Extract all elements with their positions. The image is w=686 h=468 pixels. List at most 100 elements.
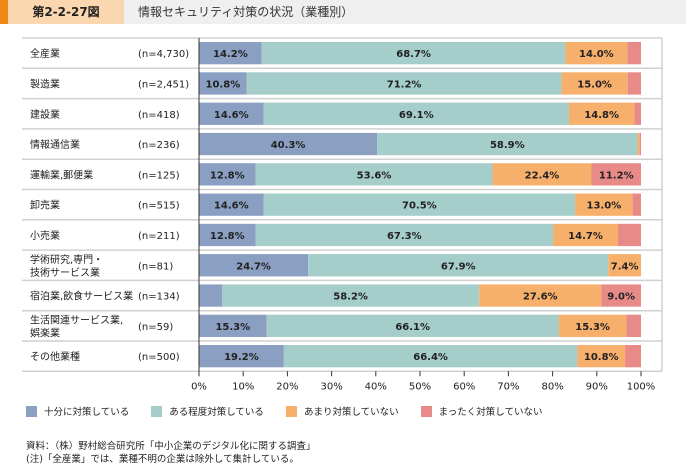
data-label: 15.0% bbox=[577, 79, 612, 90]
sample-size-label: (n=59) bbox=[138, 322, 173, 333]
category-label: その他業種 bbox=[30, 350, 80, 363]
x-tick-label: 50% bbox=[409, 381, 431, 392]
bar-segment-little bbox=[565, 42, 628, 65]
bar-segment-none bbox=[627, 72, 641, 95]
sample-size-label: (n=4,730) bbox=[138, 49, 189, 60]
bar-segment-full bbox=[199, 102, 264, 125]
legend-item-little: あまり対策していない bbox=[285, 404, 399, 418]
data-label: 67.9% bbox=[441, 261, 476, 272]
category-label: 宿泊業,飲食サービス業 bbox=[30, 290, 133, 303]
sample-size-label: (n=515) bbox=[138, 201, 180, 212]
chart-notes: 資料：（株）野村総合研究所「中小企業のデジタル化に関する調査」 (注)「全産業」… bbox=[26, 440, 316, 466]
x-tick-label: 80% bbox=[541, 381, 563, 392]
data-label: 19.2% bbox=[224, 352, 259, 363]
bar-segment-little bbox=[558, 314, 627, 337]
bar-segment-none bbox=[625, 345, 641, 368]
data-label: 68.7% bbox=[396, 49, 431, 60]
sample-size-label: (n=500) bbox=[138, 352, 180, 363]
data-label: 70.5% bbox=[402, 201, 437, 212]
bar-segment-little bbox=[479, 284, 602, 307]
bar-segment-none bbox=[632, 193, 641, 216]
category-label: 小売業 bbox=[30, 229, 60, 242]
data-label: 11.2% bbox=[599, 170, 634, 181]
data-label: 12.8% bbox=[210, 170, 245, 181]
data-label: 14.7% bbox=[568, 231, 603, 242]
legend-swatch bbox=[420, 405, 432, 417]
bar-segment-full bbox=[199, 132, 378, 156]
bar-segment-full bbox=[199, 163, 256, 186]
legend-swatch bbox=[26, 405, 37, 417]
category-label: 技術サービス業 bbox=[30, 266, 100, 279]
data-label: 40.3% bbox=[271, 140, 306, 151]
sample-size-label: (n=211) bbox=[138, 231, 180, 242]
category-label: 製造業 bbox=[30, 77, 60, 90]
data-label: 69.1% bbox=[399, 110, 434, 121]
bar-segment-none bbox=[618, 223, 641, 247]
bar-segment-none bbox=[591, 163, 641, 186]
x-tick-label: 20% bbox=[276, 381, 298, 392]
data-label: 58.2% bbox=[333, 292, 368, 303]
data-label: 7.4% bbox=[611, 261, 639, 272]
bar-segment-full bbox=[199, 193, 264, 216]
bar-segment-none bbox=[601, 284, 641, 307]
bar-segment-none bbox=[626, 314, 641, 337]
bar-segment-some bbox=[283, 345, 578, 368]
data-label: 66.4% bbox=[413, 352, 448, 363]
data-label: 66.1% bbox=[395, 322, 430, 333]
legend-label: あまり対策していない bbox=[303, 407, 399, 418]
data-label: 10.8% bbox=[206, 79, 241, 90]
data-label: 14.6% bbox=[214, 201, 249, 212]
sample-size-label: (n=236) bbox=[138, 140, 180, 151]
category-label: 情報通信業 bbox=[30, 138, 80, 151]
bar-segment-full bbox=[199, 223, 256, 247]
legend-label: ある程度対策している bbox=[169, 407, 264, 418]
bar-segment-some bbox=[246, 72, 562, 95]
bar-segment-full bbox=[199, 42, 262, 65]
bar-segment-little bbox=[561, 72, 628, 95]
legend-label: まったく対策していない bbox=[438, 407, 543, 418]
category-label: 学術研究,専門・ bbox=[30, 253, 103, 266]
sample-size-label: (n=125) bbox=[138, 170, 180, 181]
data-label: 14.6% bbox=[214, 110, 249, 121]
chart-legend: 十分に対策している ある程度対策している あまり対策していない まったく対策していない bbox=[26, 404, 565, 418]
x-tick-label: 0% bbox=[191, 381, 207, 392]
data-label: 22.4% bbox=[525, 170, 560, 181]
data-label: 14.0% bbox=[579, 49, 614, 60]
bar-segment-some bbox=[377, 132, 638, 156]
data-label: 14.8% bbox=[584, 110, 619, 121]
bar-segment-none bbox=[639, 132, 641, 156]
bar-segment-some bbox=[221, 284, 480, 307]
data-label: 58.9% bbox=[490, 140, 525, 151]
x-tick-label: 40% bbox=[365, 381, 387, 392]
x-tick-label: 30% bbox=[320, 381, 342, 392]
header-accent-bar bbox=[0, 0, 8, 24]
category-label: 運輸業,郵便業 bbox=[30, 168, 93, 181]
figure-title: 情報セキュリティ対策の状況（業種別） bbox=[138, 5, 354, 19]
data-label: 12.8% bbox=[210, 231, 245, 242]
bar-segment-none bbox=[627, 42, 641, 65]
bar-segment-some bbox=[308, 254, 609, 277]
sample-size-label: (n=418) bbox=[138, 110, 180, 121]
data-label: 71.2% bbox=[387, 79, 422, 90]
category-label: 生活関連サービス業, bbox=[30, 313, 123, 326]
category-label: 建設業 bbox=[30, 108, 60, 121]
bar-segment-some bbox=[263, 193, 576, 216]
bar-segment-some bbox=[261, 42, 566, 65]
category-label: 卸売業 bbox=[30, 199, 60, 212]
data-label: 10.8% bbox=[584, 352, 619, 363]
bar-segment-none bbox=[634, 102, 641, 125]
bar-segment-little bbox=[553, 223, 619, 247]
stacked-bar-chart: 全産業 (n=4,730) 14.2% 68.7% 14.0% 製造業 (n=2,451) 1… bbox=[22, 37, 663, 392]
category-label: 全産業 bbox=[30, 47, 60, 60]
bar-segment-some bbox=[255, 163, 493, 186]
x-tick-label: 90% bbox=[586, 381, 608, 392]
sample-size-label: (n=81) bbox=[138, 261, 173, 272]
figure-number: 第2-2-27図 bbox=[8, 0, 124, 24]
footnote: (注)「全産業」では、業種不明の企業は除外して集計している。 bbox=[26, 454, 299, 465]
legend-swatch bbox=[285, 405, 297, 417]
data-label: 53.6% bbox=[357, 170, 392, 181]
bar-segment-full bbox=[199, 254, 309, 277]
bar-segment-some bbox=[266, 314, 559, 337]
legend-swatch bbox=[151, 405, 163, 417]
data-label: 27.6% bbox=[523, 292, 558, 303]
